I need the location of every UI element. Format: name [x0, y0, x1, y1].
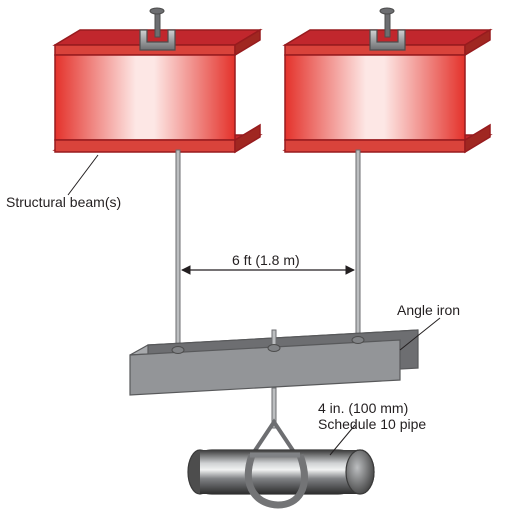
- label-pipe-line1: 4 in. (100 mm): [318, 400, 408, 416]
- angle-iron: [130, 330, 418, 395]
- hanger-rod-right: [356, 150, 360, 335]
- label-span: 6 ft (1.8 m): [232, 252, 300, 268]
- label-pipe-line2: Schedule 10 pipe: [318, 416, 426, 432]
- hanger-rod-left: [176, 150, 180, 345]
- label-structural-beam: Structural beam(s): [6, 194, 121, 210]
- diagram-container: { "labels": { "beam": "Structural beam(s…: [0, 0, 507, 525]
- beam-clamp-right: [370, 8, 405, 50]
- label-angle-iron: Angle iron: [397, 302, 460, 318]
- beam-clamp-left: [140, 8, 175, 50]
- leader-beam: [68, 155, 98, 195]
- center-hanger-rod: [252, 388, 296, 455]
